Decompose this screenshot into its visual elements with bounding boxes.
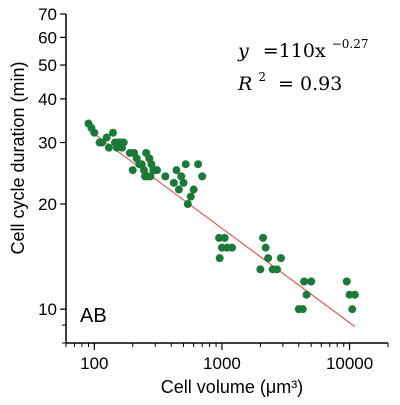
data-point	[177, 172, 186, 181]
equation-annotation: y =110x −0.27 R 2 = 0.93	[237, 37, 369, 95]
x-axis-title: Cell volume (μm³)	[161, 377, 303, 397]
data-point	[139, 166, 148, 175]
data-point	[119, 138, 128, 147]
data-point	[264, 254, 273, 263]
fit-line-layer	[88, 129, 356, 327]
data-point	[102, 133, 111, 142]
tick-labels: 10 20 30 40 50 60 70 100 1000 10000	[38, 5, 373, 373]
y-tick-label: 20	[38, 195, 57, 214]
data-point	[186, 192, 195, 201]
data-point	[342, 277, 351, 286]
data-point	[183, 200, 192, 209]
x-tick-label: 10000	[326, 354, 373, 373]
data-point	[215, 254, 224, 263]
data-point	[189, 185, 198, 194]
panel-label: AB	[80, 305, 107, 327]
data-point	[307, 277, 316, 286]
y-axis-title: Cell cycle duration (min)	[8, 61, 28, 254]
data-point	[198, 172, 207, 181]
svg-text:R 2 = 0.93: R 2 = 0.93	[237, 64, 342, 95]
data-point	[256, 265, 265, 274]
axes	[60, 13, 389, 350]
data-points	[84, 119, 359, 314]
y-tick-label: 50	[38, 56, 57, 75]
data-point	[181, 160, 190, 169]
data-point	[179, 178, 188, 187]
data-point	[108, 128, 117, 137]
x-tick-label: 1000	[203, 354, 241, 373]
data-point	[220, 233, 229, 242]
r2-value: = 0.93	[278, 73, 342, 95]
y-tick-label: 30	[38, 134, 57, 153]
data-point	[90, 128, 99, 137]
data-point	[174, 185, 183, 194]
y-tick-label: 70	[38, 5, 57, 24]
svg-text:y =110x −0.27: y =110x −0.27	[237, 37, 369, 62]
data-point	[298, 305, 307, 314]
data-point	[215, 233, 224, 242]
data-point	[172, 166, 181, 175]
data-point	[273, 265, 282, 274]
r2-symbol: R	[237, 73, 252, 95]
data-point	[169, 178, 178, 187]
data-point	[161, 172, 170, 181]
data-point	[276, 254, 285, 263]
data-point	[104, 143, 113, 152]
r2-superscript: 2	[258, 70, 266, 84]
data-point	[348, 305, 357, 314]
x-tick-label: 100	[80, 354, 108, 373]
data-point	[259, 233, 268, 242]
data-point	[194, 160, 203, 169]
equation-lhs: y	[237, 40, 249, 62]
equation-exponent: −0.27	[332, 37, 369, 51]
data-point	[228, 243, 237, 252]
data-point	[146, 172, 155, 181]
y-tick-label: 60	[38, 28, 57, 47]
data-point	[261, 243, 270, 252]
data-point	[128, 166, 137, 175]
data-point	[302, 290, 311, 299]
y-tick-label: 10	[38, 300, 57, 319]
data-point	[300, 277, 309, 286]
y-tick-label: 40	[38, 90, 57, 109]
data-point	[153, 166, 162, 175]
data-point	[350, 290, 359, 299]
fit-line	[88, 129, 356, 327]
equation-rhs: =110x	[263, 40, 326, 62]
